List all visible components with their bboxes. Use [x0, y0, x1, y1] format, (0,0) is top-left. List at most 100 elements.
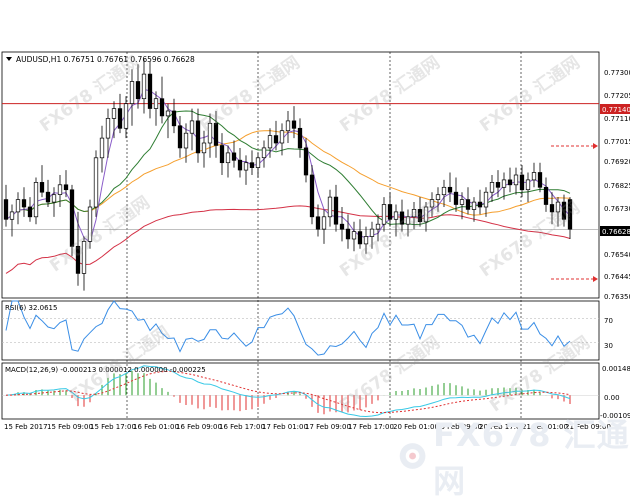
price-tick-label: 0.77205: [604, 92, 630, 100]
candle-body: [291, 120, 297, 129]
time-tick-label: 21 Feb 01:00: [522, 423, 568, 431]
candle-body: [261, 147, 267, 159]
current-price-box: [600, 226, 630, 236]
candle-body: [525, 179, 531, 191]
candle-body: [153, 98, 159, 109]
candle-body: [243, 162, 249, 171]
candle-body: [483, 191, 489, 208]
candle-body: [57, 184, 63, 195]
candle-body: [27, 206, 33, 218]
rsi-panel-frame: [1, 300, 600, 361]
candle-body: [15, 199, 21, 213]
candle-body: [33, 182, 39, 218]
ma-long-line: [5, 205, 571, 274]
time-tick-label: 17 Feb 09:00: [305, 423, 351, 431]
candle-body: [435, 194, 441, 200]
candle-body: [225, 152, 231, 164]
candle-body: [375, 223, 381, 230]
candle-body: [147, 73, 153, 109]
candle-body: [471, 201, 477, 210]
candle-body: [321, 216, 327, 230]
time-tick-label: 16 Feb 01:00: [133, 423, 179, 431]
price-tick-label: 0.76445: [604, 273, 630, 281]
marker-arrow-icon: [593, 143, 598, 149]
candle-body: [159, 98, 165, 117]
candle-body: [549, 204, 555, 213]
candle-body: [309, 174, 315, 218]
rsi-tick-label: 70: [604, 317, 613, 325]
candle-body: [447, 186, 453, 193]
candle-body: [285, 120, 291, 132]
price-tick-label: 0.77015: [604, 138, 630, 146]
candle-body: [213, 122, 219, 146]
candle-body: [249, 162, 255, 168]
candle-body: [513, 174, 519, 186]
candle-body: [189, 120, 195, 134]
rsi-tick-label: 30: [604, 342, 613, 350]
macd-tick-label: 0.00: [604, 394, 620, 402]
candle-body: [555, 201, 561, 213]
candle-body: [477, 201, 483, 208]
time-tick-label: 17 Feb 17:00: [348, 423, 394, 431]
candle-body: [39, 182, 45, 193]
candle-body: [201, 142, 207, 154]
time-tick-label: 20 Feb 01:00: [393, 423, 439, 431]
candle-body: [165, 110, 171, 117]
candle-body: [111, 108, 117, 119]
candle-body: [75, 245, 81, 274]
brand-logo: FX678 汇通网: [398, 416, 630, 500]
candle-body: [63, 184, 69, 191]
price-tick-label: 0.76825: [604, 182, 630, 190]
candle-body: [567, 199, 573, 230]
candle-body: [393, 211, 399, 220]
candle-body: [207, 122, 213, 144]
candle-body: [135, 81, 141, 100]
candle-body: [93, 157, 99, 208]
resistance-price-box: [600, 104, 630, 114]
candle-body: [369, 228, 375, 237]
candle-body: [429, 199, 435, 208]
candle-body: [255, 157, 261, 168]
candle-body: [9, 211, 15, 220]
candle-body: [411, 209, 417, 218]
time-tick-label: 15 Feb 2017: [4, 423, 48, 431]
macd-panel-frame: [1, 362, 600, 420]
candle-body: [387, 204, 393, 220]
candle-body: [333, 196, 339, 225]
candle-body: [81, 241, 87, 274]
macd-tick-label: 0.00148: [602, 365, 630, 373]
candle-body: [267, 135, 273, 149]
macd-tick-label: -0.00109: [600, 412, 630, 420]
candle-body: [99, 137, 105, 159]
current-price-label: 0.76628: [602, 228, 630, 236]
candle-body: [417, 209, 423, 223]
candle-body: [495, 182, 501, 188]
marker-arrow-icon: [593, 276, 598, 282]
candle-body: [543, 186, 549, 205]
candle-body: [327, 196, 333, 218]
candle-body: [339, 223, 345, 230]
candle-body: [129, 81, 135, 104]
candle-body: [351, 231, 357, 240]
macd-label: MACD(12,26,9) -0.000213 0.000012 0.00000…: [5, 366, 206, 374]
candle-body: [303, 147, 309, 176]
brand-mark-icon: [399, 443, 426, 469]
rsi-label: RSI(6) 32.0615: [5, 304, 57, 312]
candle-body: [219, 145, 225, 164]
candle-body: [177, 125, 183, 149]
main-panel-frame: [1, 51, 600, 299]
candle-body: [51, 194, 57, 203]
candle-body: [357, 231, 363, 245]
candle-body: [345, 228, 351, 240]
candle-body: [405, 216, 411, 225]
dropdown-arrow-icon[interactable]: [6, 57, 12, 61]
candle-body: [465, 199, 471, 210]
candle-body: [171, 110, 177, 127]
candle-body: [315, 216, 321, 230]
candle-body: [279, 130, 285, 144]
candle-body: [3, 199, 9, 220]
